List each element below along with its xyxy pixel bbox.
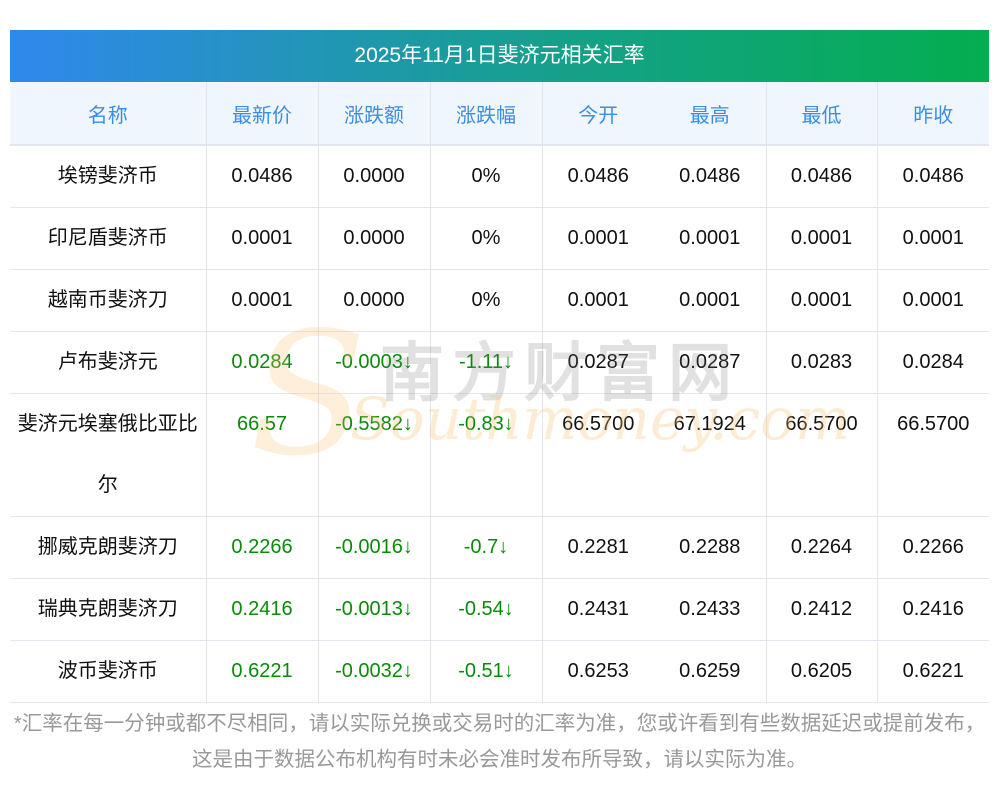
cell-high: 0.6259 <box>654 640 767 703</box>
cell-pct: 0% <box>430 207 543 270</box>
cell-low: 0.0001 <box>766 207 878 270</box>
cell-prev: 0.2266 <box>877 516 989 579</box>
cell-pct: -0.83↓ <box>430 393 543 517</box>
table-row: 挪威克朗斐济刀 0.2266 -0.0016↓ -0.7↓ 0.2281 0.2288 0.… <box>10 516 989 579</box>
cell-open: 0.2431 <box>542 578 654 641</box>
cell-change: -0.0032↓ <box>318 640 431 703</box>
cell-latest: 0.6221 <box>206 640 319 703</box>
cell-name: 挪威克朗斐济刀 <box>10 516 207 579</box>
cell-high: 0.2288 <box>654 516 767 579</box>
cell-pct: 0% <box>430 269 543 332</box>
cell-high: 0.0001 <box>654 207 767 270</box>
table-row: 埃镑斐济币 0.0486 0.0000 0% 0.0486 0.0486 0.0486 0.0… <box>10 145 989 208</box>
cell-pct: 0% <box>430 145 543 208</box>
cell-change: -0.0003↓ <box>318 331 431 394</box>
column-header-open: 今开 <box>542 82 654 146</box>
cell-change: 0.0000 <box>318 269 431 332</box>
table-row: 波币斐济币 0.6221 -0.0032↓ -0.51↓ 0.6253 0.6259 0.6… <box>10 640 989 703</box>
cell-change: -0.0013↓ <box>318 578 431 641</box>
cell-latest: 66.57 <box>206 393 319 517</box>
cell-name: 斐济元埃塞俄比亚比尔 <box>10 393 207 517</box>
cell-open: 0.0001 <box>542 207 654 270</box>
column-header-latest: 最新价 <box>206 82 319 146</box>
cell-low: 0.2412 <box>766 578 878 641</box>
cell-open: 66.5700 <box>542 393 654 517</box>
column-header-pct: 涨跌幅 <box>430 82 543 146</box>
cell-open: 0.0486 <box>542 145 654 208</box>
cell-name: 印尼盾斐济币 <box>10 207 207 270</box>
cell-change: 0.0000 <box>318 145 431 208</box>
column-header-change: 涨跌额 <box>318 82 431 146</box>
table-row: 越南币斐济刀 0.0001 0.0000 0% 0.0001 0.0001 0.0001 0.… <box>10 269 989 332</box>
cell-prev: 0.6221 <box>877 640 989 703</box>
column-header-low: 最低 <box>766 82 878 146</box>
cell-low: 66.5700 <box>766 393 878 517</box>
cell-change: 0.0000 <box>318 207 431 270</box>
cell-change: -0.5582↓ <box>318 393 431 517</box>
cell-high: 0.0287 <box>654 331 767 394</box>
cell-high: 0.0486 <box>654 145 767 208</box>
cell-latest: 0.2416 <box>206 578 319 641</box>
table-row: 印尼盾斐济币 0.0001 0.0000 0% 0.0001 0.0001 0.0001 0.… <box>10 207 989 270</box>
cell-prev: 0.0284 <box>877 331 989 394</box>
page-title: 2025年11月1日斐济元相关汇率 <box>10 30 989 82</box>
table-row: 瑞典克朗斐济刀 0.2416 -0.0013↓ -0.54↓ 0.2431 0.2433 0… <box>10 578 989 641</box>
cell-pct: -0.7↓ <box>430 516 543 579</box>
cell-low: 0.0283 <box>766 331 878 394</box>
cell-low: 0.2264 <box>766 516 878 579</box>
cell-high: 67.1924 <box>654 393 767 517</box>
table-row: 斐济元埃塞俄比亚比尔 66.57 -0.5582↓ -0.83↓ 66.5700 67.1… <box>10 393 989 517</box>
cell-pct: -0.54↓ <box>430 578 543 641</box>
cell-name: 瑞典克朗斐济刀 <box>10 578 207 641</box>
cell-latest: 0.0486 <box>206 145 319 208</box>
cell-prev: 0.0001 <box>877 207 989 270</box>
cell-latest: 0.0284 <box>206 331 319 394</box>
footnote: *汇率在每一分钟或都不尽相同，请以实际兑换或交易时的汇率为准，您或许看到有些数据… <box>13 712 986 771</box>
cell-pct: -0.51↓ <box>430 640 543 703</box>
cell-change: -0.0016↓ <box>318 516 431 579</box>
cell-name: 波币斐济币 <box>10 640 207 703</box>
cell-name: 越南币斐济刀 <box>10 269 207 332</box>
cell-low: 0.6205 <box>766 640 878 703</box>
cell-prev: 0.0486 <box>877 145 989 208</box>
cell-low: 0.0001 <box>766 269 878 332</box>
cell-high: 0.2433 <box>654 578 767 641</box>
cell-high: 0.0001 <box>654 269 767 332</box>
cell-prev: 0.2416 <box>877 578 989 641</box>
column-header-prev: 昨收 <box>877 82 989 146</box>
cell-name: 卢布斐济元 <box>10 331 207 394</box>
exchange-rate-table: 名称 最新价 涨跌额 涨跌幅 今开 最高 最低 昨收 埃镑斐济币 0.0486 0.0000 0% 0… <box>10 82 989 703</box>
column-header-name: 名称 <box>10 82 207 146</box>
cell-low: 0.0486 <box>766 145 878 208</box>
cell-pct: -1.11↓ <box>430 331 543 394</box>
cell-open: 0.0287 <box>542 331 654 394</box>
cell-open: 0.2281 <box>542 516 654 579</box>
cell-open: 0.6253 <box>542 640 654 703</box>
table-row: 卢布斐济元 0.0284 -0.0003↓ -1.11↓ 0.0287 0.0287 0.0… <box>10 331 989 394</box>
cell-open: 0.0001 <box>542 269 654 332</box>
cell-latest: 0.0001 <box>206 207 319 270</box>
cell-latest: 0.0001 <box>206 269 319 332</box>
table-header-row: 名称 最新价 涨跌额 涨跌幅 今开 最高 最低 昨收 <box>10 82 989 146</box>
cell-prev: 66.5700 <box>877 393 989 517</box>
cell-latest: 0.2266 <box>206 516 319 579</box>
cell-prev: 0.0001 <box>877 269 989 332</box>
cell-name: 埃镑斐济币 <box>10 145 207 208</box>
column-header-high: 最高 <box>654 82 767 146</box>
